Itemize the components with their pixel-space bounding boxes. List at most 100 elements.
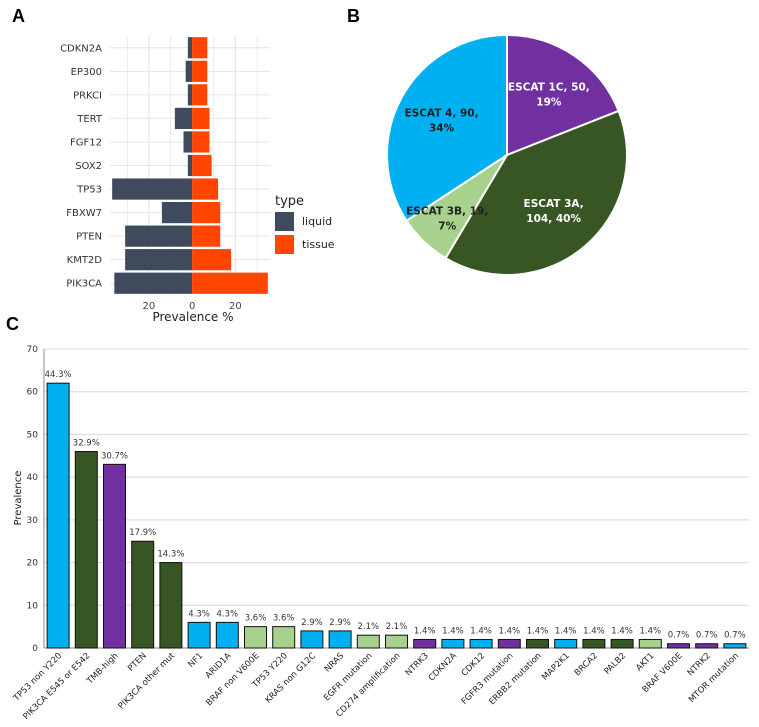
bar-tissue-tp53 [192, 178, 219, 200]
percent-label-pten: 17.9% [129, 528, 156, 538]
bar-liquid-prkci [187, 84, 193, 106]
panel-a-x-tick: 20 [229, 301, 242, 312]
panel-c-y-tick: 0 [32, 644, 38, 654]
pie-label-escat-3a-line2: 104, 40% [526, 213, 581, 225]
gene-label-ep300: EP300 [71, 67, 102, 78]
bar-tissue-pten [192, 225, 221, 247]
bar-pik3ca-other-mut [159, 562, 183, 649]
percent-label-palb2: 1.4% [611, 626, 633, 636]
percent-label-braf-non-v600e: 3.6% [245, 614, 267, 624]
panel-c-y-tick: 10 [27, 601, 39, 611]
category-label-palb2: PALB2 [603, 651, 629, 677]
bar-tissue-fgf12 [192, 131, 210, 153]
bar-nf1 [187, 621, 211, 649]
bar-liquid-pten [125, 225, 193, 247]
panel-c-chart: 44.3% 32.9%30.7% 17.9% 14.3% 4.3% 4.3% 3.6% 3.6… [11, 345, 749, 722]
panel-a-bars [112, 37, 268, 294]
bar-liquid-fbxw7 [161, 201, 193, 224]
panel-a-chart: CDKN2A EP300 PRKCI TERT FGF12 SOX2 TP53 FBXW7 PT… [60, 36, 335, 324]
category-label-pten: PTEN [126, 651, 149, 674]
bar-tmb-high [103, 463, 126, 649]
bar-tp53-y220 [272, 626, 296, 649]
panel-a-gene-labels: CDKN2A EP300 PRKCI TERT FGF12 SOX2 TP53 FBXW7 PT… [60, 43, 103, 289]
category-label-map2k1: MAP2K1 [540, 651, 572, 683]
percent-label-pik3ca-e545-or-e542: 32.9% [73, 439, 100, 449]
panel-c-y-tick: 50 [27, 430, 39, 440]
category-label-akt1: AKT1 [634, 651, 656, 673]
category-label-kras-non-g12c: KRAS non G12C [264, 651, 319, 706]
bar-akt1 [638, 638, 662, 649]
bar-liquid-tert [174, 107, 193, 130]
percent-label-kras-non-g12c: 2.9% [301, 618, 323, 628]
panel-a-letter: A [12, 6, 25, 26]
category-label-ntrk2: NTRK2 [686, 651, 713, 678]
category-label-cdkn2a: CDKN2A [427, 651, 459, 683]
panel-b-slice-labels: ESCAT 1C, 50, 19% ESCAT 3A, 104, 40% ESCAT 3… [404, 81, 589, 232]
percent-label-tp53-y220: 3.6% [273, 614, 295, 624]
panel-c-y-tick: 40 [27, 473, 39, 483]
percent-label-ntrk3: 1.4% [414, 626, 436, 636]
bar-tissue-kmt2d [192, 249, 232, 271]
panel-c-y-tick: 20 [27, 559, 39, 569]
legend-tissue-label: tissue [302, 238, 335, 251]
bar-brca2 [582, 638, 606, 649]
legend-liquid-label: liquid [302, 215, 332, 228]
panel-c-bars [46, 382, 747, 649]
bar-map2k1 [554, 638, 578, 649]
panel-c-letter: C [6, 314, 19, 334]
panel-c-percent-labels: 44.3% 32.9%30.7% 17.9% 14.3% 4.3% 4.3% 3.6% 3.6… [45, 370, 746, 641]
bar-tp53-non-y220 [46, 382, 70, 649]
percent-label-tmb-high: 30.7% [101, 451, 128, 461]
panel-c-y-tick: 70 [27, 345, 39, 355]
percent-label-pik3ca-other-mut: 14.3% [157, 550, 184, 560]
gene-label-sox2: SOX2 [75, 161, 102, 172]
panel-c-y-tick: 30 [27, 516, 39, 526]
bar-egfr-mutation [356, 634, 380, 649]
category-label-nras: NRAS [323, 651, 346, 674]
bar-ntrk2 [695, 643, 719, 649]
gene-label-fbxw7: FBXW7 [66, 208, 102, 219]
pie-label-escat-1c-line2: 19% [536, 96, 562, 108]
legend-liquid-swatch [275, 212, 294, 231]
gene-label-tp53: TP53 [76, 185, 102, 196]
gene-label-kmt2d: KMT2D [67, 255, 103, 266]
pie-label-escat-4-line2: 34% [429, 123, 455, 135]
panel-c-y-ticks: 0 10 20 30 40 50 60 70 [27, 345, 39, 654]
panel-b-letter: B [347, 6, 360, 26]
category-label-fgfr3-mutation: FGFR3 mutation [460, 651, 516, 707]
pie-slice-escat-3a [444, 109, 628, 276]
pie-slice-escat-4 [386, 33, 508, 223]
bar-nras [328, 630, 352, 649]
bar-kras-non-g12c [300, 630, 324, 649]
panel-a-x-tick: 0 [189, 301, 195, 312]
percent-label-mtor-mutation: 0.7% [724, 631, 746, 641]
bar-liquid-sox2 [187, 154, 193, 177]
bar-tissue-ep300 [192, 60, 208, 82]
bar-erbb2-mutation [526, 638, 549, 649]
percent-label-egfr-mutation: 2.1% [357, 622, 379, 632]
bar-ntrk3 [413, 638, 437, 649]
gene-label-pten: PTEN [76, 232, 102, 243]
panel-a-x-ticks: 20 0 20 [143, 301, 242, 312]
category-label-cdk12: CDK12 [460, 651, 487, 678]
gene-label-prkci: PRKCI [73, 90, 102, 101]
bar-tissue-cdkn2a [192, 37, 208, 59]
bar-liquid-kmt2d [125, 249, 193, 271]
category-label-ntrk3: NTRK3 [404, 651, 431, 678]
pie-label-escat-3b-line2: 7% [438, 220, 456, 232]
panel-a-x-axis-title: Prevalence % [152, 310, 233, 324]
bar-tissue-prkci [192, 84, 208, 106]
bar-liquid-pik3ca [114, 272, 193, 294]
category-label-mtor-mutation: MTOR mutation [687, 651, 741, 705]
category-label-nf1: NF1 [186, 651, 205, 670]
panel-c-y-axis-title: Prevalence [13, 471, 24, 526]
legend-tissue-swatch [275, 235, 294, 254]
gene-label-fgf12: FGF12 [70, 137, 102, 148]
category-label-erbb2-mutation: ERBB2 mutation [487, 651, 543, 707]
panel-a-x-tick: 20 [143, 301, 156, 312]
panel-b-pie-chart: ESCAT 1C, 50, 19% ESCAT 3A, 104, 40% ESCAT 3… [386, 33, 628, 276]
bar-braf-v600e [667, 643, 690, 649]
gene-label-pik3ca: PIK3CA [66, 279, 102, 290]
pie-label-escat-4-line1: ESCAT 4, 90, [404, 108, 478, 120]
